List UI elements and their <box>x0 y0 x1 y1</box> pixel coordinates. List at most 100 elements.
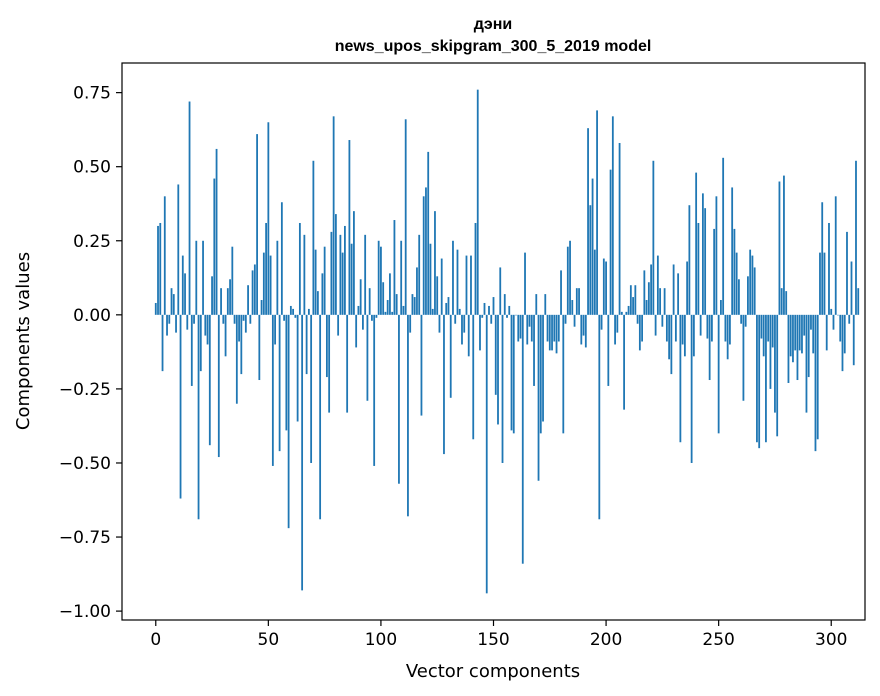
bar-8 <box>172 294 175 315</box>
bar-134 <box>456 249 459 315</box>
bar-290 <box>807 314 810 378</box>
y-tick-label: 0.50 <box>73 158 111 178</box>
bar-103 <box>386 300 389 315</box>
bar-267 <box>756 314 758 443</box>
bar-81 <box>337 314 340 336</box>
bar-13 <box>184 273 186 315</box>
x-tick-label: 300 <box>815 630 847 650</box>
bar-263 <box>747 276 749 315</box>
bar-222 <box>654 314 657 336</box>
bar-308 <box>848 314 851 324</box>
bar-75 <box>323 246 326 315</box>
bar-32 <box>226 288 229 315</box>
bar-29 <box>220 288 222 315</box>
bar-130 <box>447 297 450 315</box>
bar-311 <box>855 160 857 315</box>
bar-141 <box>472 314 475 440</box>
bar-292 <box>812 314 815 354</box>
bar-286 <box>798 314 801 351</box>
bar-297 <box>823 252 826 315</box>
bar-53 <box>274 314 276 345</box>
bar-293 <box>814 314 817 452</box>
bar-19 <box>197 314 200 520</box>
x-tick-label: 0 <box>150 630 161 650</box>
bar-79 <box>332 116 335 315</box>
bar-69 <box>310 314 313 463</box>
bar-78 <box>330 231 333 315</box>
bar-160 <box>515 314 517 316</box>
bar-242 <box>699 314 702 336</box>
bar-213 <box>634 285 637 315</box>
y-tick-label: −0.50 <box>59 454 111 474</box>
bar-138 <box>465 255 468 315</box>
bar-44 <box>253 264 256 315</box>
bar-285 <box>796 314 799 381</box>
bar-155 <box>503 294 506 315</box>
bar-38 <box>240 314 243 375</box>
bar-194 <box>591 178 594 315</box>
plot-frame <box>121 62 866 621</box>
bar-71 <box>314 249 317 315</box>
bar-77 <box>328 314 331 413</box>
bar-109 <box>400 240 403 315</box>
bar-223 <box>656 255 659 315</box>
bar-192 <box>587 128 589 315</box>
bar-98 <box>375 314 378 318</box>
bar-73 <box>319 314 322 520</box>
bar-306 <box>843 314 846 354</box>
bar-23 <box>206 314 209 345</box>
bar-248 <box>713 228 716 315</box>
bar-83 <box>341 252 344 315</box>
bar-197 <box>598 314 601 520</box>
bar-161 <box>517 314 520 342</box>
bar-21 <box>202 240 204 315</box>
bar-0 <box>154 302 157 315</box>
bar-294 <box>816 314 819 440</box>
bar-111 <box>404 119 407 315</box>
bar-88 <box>353 211 355 315</box>
bar-56 <box>280 202 283 315</box>
bar-166 <box>528 314 531 327</box>
bar-33 <box>229 279 231 315</box>
y-axis: 0.75 0.50 0.25 0.00 −0.25 −0.50 −0.75 −1.00 <box>59 84 122 622</box>
bar-110 <box>402 305 405 315</box>
bar-58 <box>285 314 288 431</box>
bar-94 <box>366 314 369 401</box>
bar-231 <box>674 314 677 342</box>
bar-195 <box>593 249 596 315</box>
bar-225 <box>661 314 664 327</box>
bar-51 <box>269 255 272 315</box>
bar-35 <box>233 314 236 324</box>
bar-221 <box>652 160 655 315</box>
bar-173 <box>544 294 547 315</box>
x-axis: 0 50 100 150 200 250 300 <box>150 620 847 650</box>
bar-184 <box>569 240 571 315</box>
bar-72 <box>316 291 319 315</box>
bar-18 <box>195 240 198 315</box>
bar-157 <box>508 305 511 315</box>
bar-279 <box>783 175 785 315</box>
bar-240 <box>695 172 698 315</box>
bar-152 <box>497 314 499 425</box>
bar-250 <box>717 314 720 434</box>
bar-277 <box>778 181 781 315</box>
bar-202 <box>609 169 612 315</box>
bar-59 <box>287 314 290 529</box>
bar-96 <box>371 314 373 321</box>
bar-246 <box>708 314 711 381</box>
y-tick-label: −1.00 <box>59 602 111 622</box>
bar-284 <box>794 314 797 351</box>
bar-291 <box>810 314 812 330</box>
bar-16 <box>190 314 193 386</box>
bar-89 <box>355 314 358 348</box>
bar-76 <box>325 314 328 378</box>
bar-48 <box>262 252 265 315</box>
bar-280 <box>785 291 788 315</box>
bar-131 <box>449 314 452 398</box>
bar-288 <box>803 314 806 336</box>
bar-268 <box>758 314 761 449</box>
bar-295 <box>819 252 821 315</box>
bar-114 <box>411 294 414 315</box>
bar-204 <box>614 314 616 345</box>
bar-80 <box>334 214 337 315</box>
